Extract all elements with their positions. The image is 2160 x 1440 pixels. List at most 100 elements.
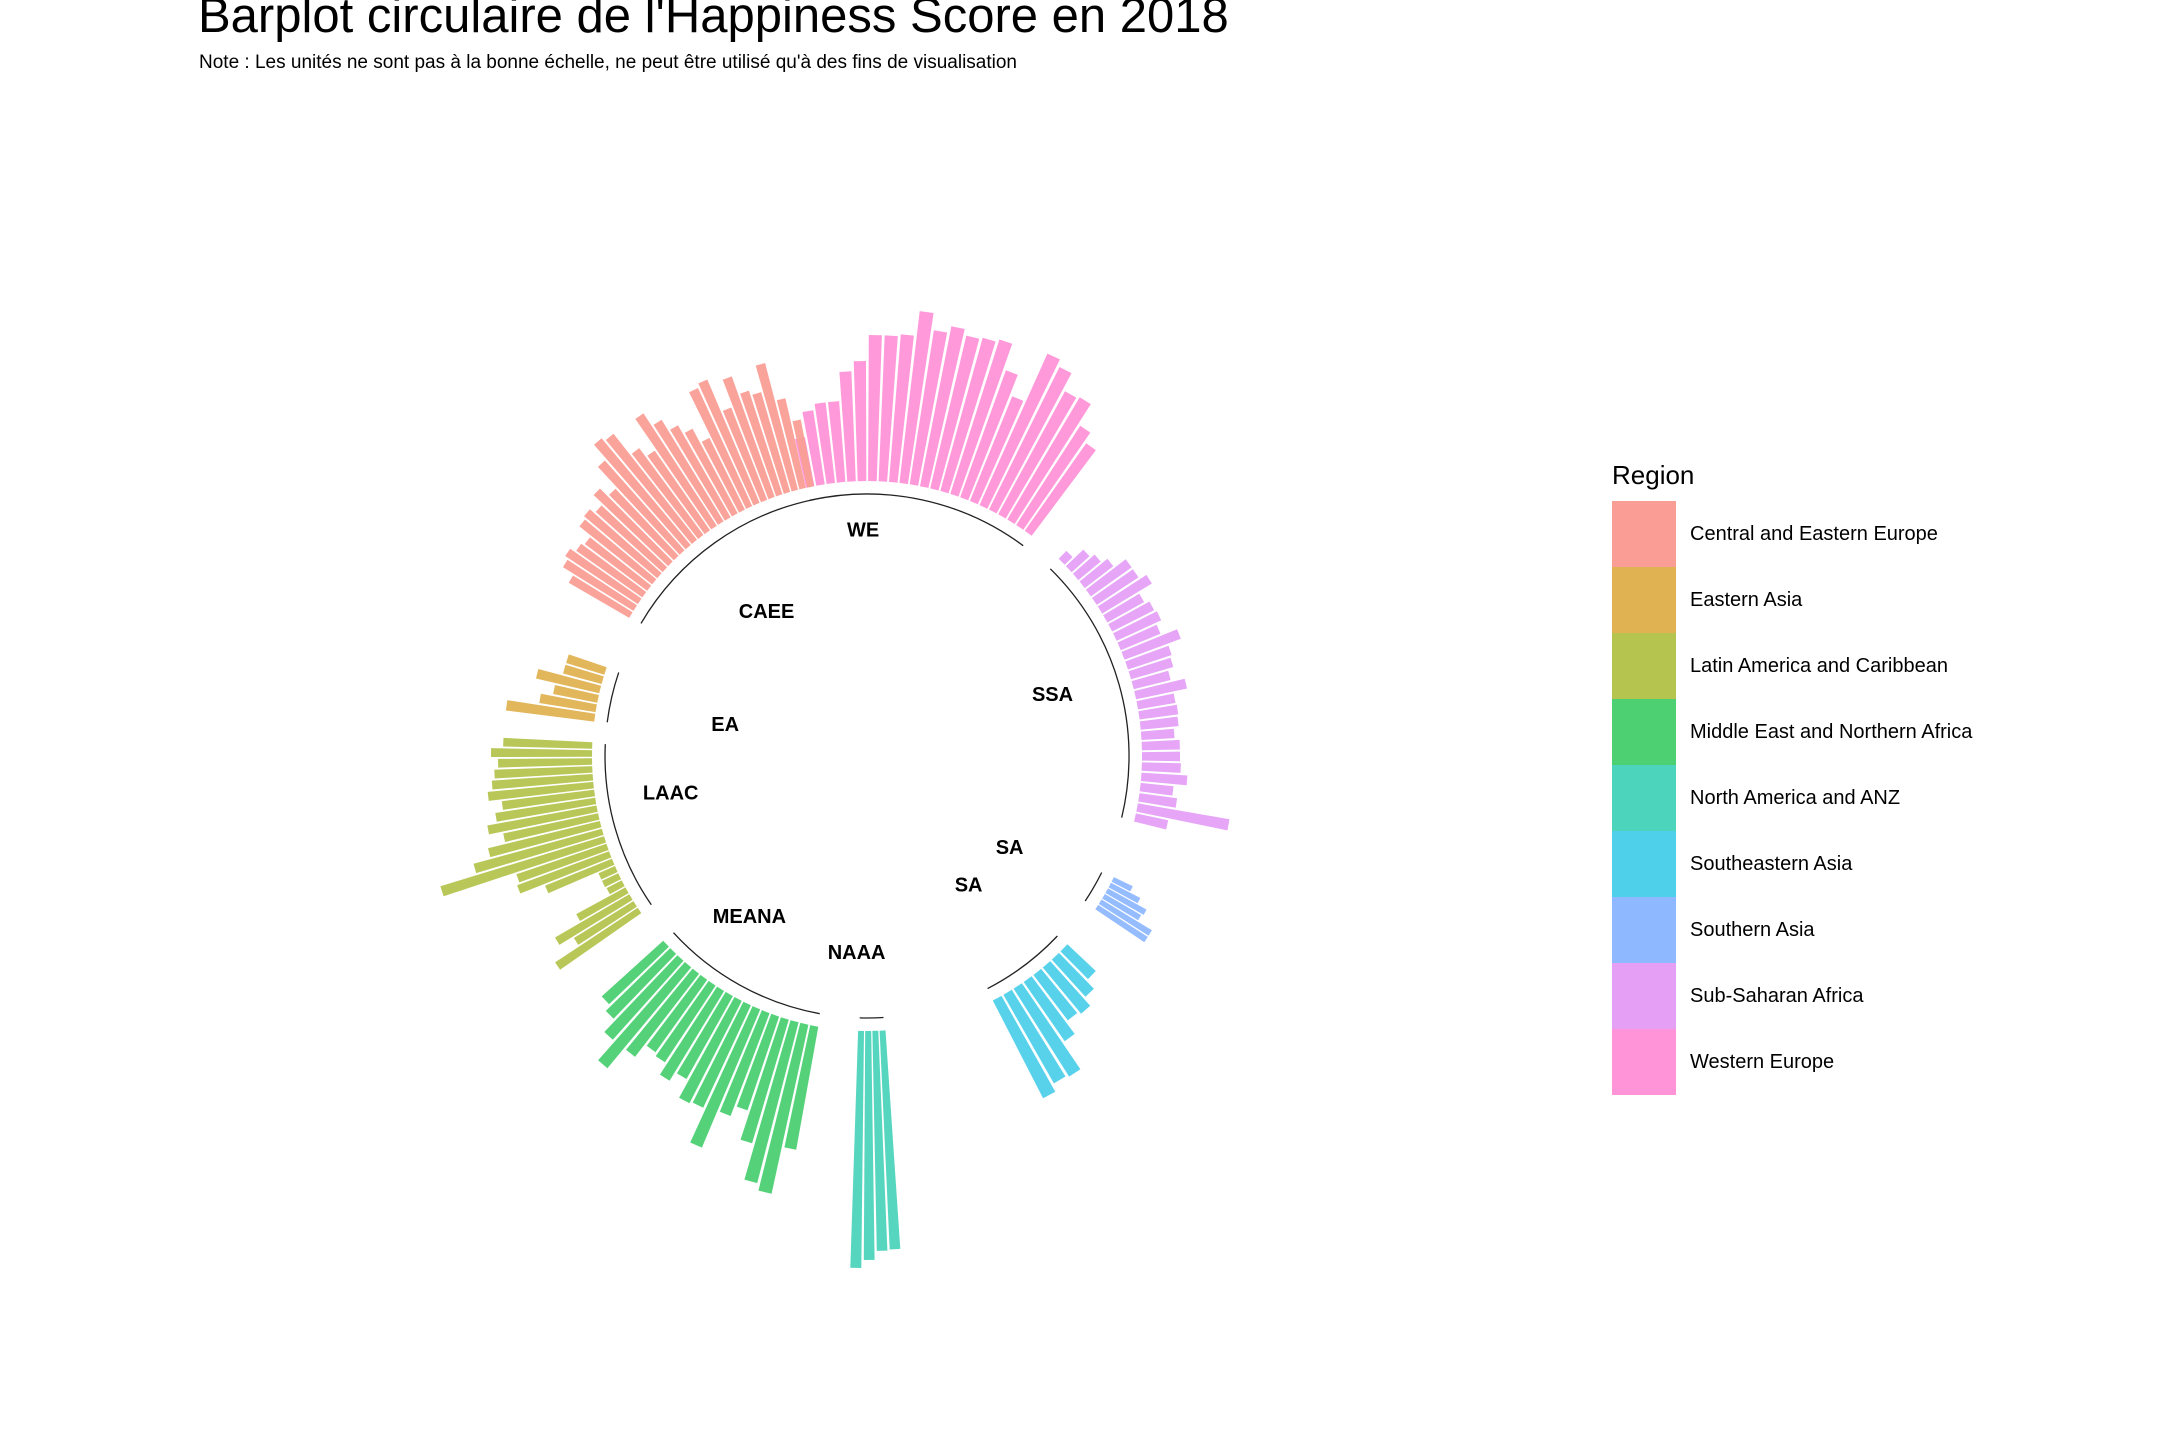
legend-swatch — [1612, 1029, 1676, 1095]
bar-laac-11 — [440, 836, 606, 897]
bar-meana-17 — [605, 948, 677, 1019]
bar-caee-5 — [584, 537, 652, 591]
bar-ssa-3 — [1072, 554, 1101, 581]
bar-laac-18 — [487, 781, 594, 801]
bar-we-6 — [853, 361, 867, 482]
bar-meana-13 — [646, 974, 708, 1053]
legend-label: Central and Eastern Europe — [1690, 522, 1938, 545]
bar-sa-1 — [1111, 877, 1133, 892]
bar-ssa-19 — [1139, 716, 1179, 730]
bar-ea-3 — [553, 685, 599, 703]
bar-we-9 — [889, 334, 914, 483]
bar-ea-6 — [566, 654, 607, 675]
chart-subtitle: Note : Les unités ne sont pas à la bonne… — [199, 52, 1017, 73]
bar-laac-5 — [606, 880, 625, 895]
bar-laac-13 — [488, 821, 602, 858]
legend-label: Latin America and Caribbean — [1690, 654, 1948, 677]
bar-meana-12 — [655, 980, 716, 1063]
bar-ea-4 — [536, 669, 602, 694]
bar-meana-14 — [626, 968, 700, 1057]
group-arc-naaa — [859, 1016, 884, 1019]
bar-caee-21 — [689, 388, 753, 509]
bar-ssa-15 — [1131, 670, 1171, 690]
legend-label: Sub-Saharan Africa — [1690, 984, 1864, 1007]
bars-layer — [440, 311, 1230, 1268]
bar-we-5 — [839, 371, 856, 482]
legend-swatch — [1612, 633, 1676, 699]
legend-label: Southeastern Asia — [1690, 852, 1853, 875]
bar-ssa-6 — [1092, 569, 1139, 605]
legend-label: Middle East and Northern Africa — [1690, 720, 1973, 743]
bar-sa-4 — [1033, 968, 1078, 1021]
bar-ssa-4 — [1079, 558, 1114, 589]
group-label-meana: MEANA — [713, 906, 786, 928]
bar-meana-4 — [740, 1017, 789, 1144]
bar-caee-15 — [647, 450, 710, 535]
bar-caee-26 — [752, 392, 791, 494]
legend-item: Latin America and Caribbean — [1612, 633, 1972, 699]
legend-items: Central and Eastern Europe Eastern Asia La… — [1612, 501, 1972, 1095]
bar-sa-1 — [1060, 944, 1096, 980]
bar-sa-5 — [1023, 976, 1075, 1042]
legend-item: Sub-Saharan Africa — [1612, 963, 1972, 1029]
bar-laac-10 — [516, 843, 609, 883]
legend-swatch — [1612, 897, 1676, 963]
bar-laac-22 — [491, 748, 593, 757]
bar-sa-5 — [1098, 899, 1152, 936]
bar-caee-8 — [595, 505, 668, 573]
circular-barplot: WE SSA SA SA NAAA MEANA LAAC EA CAEE — [440, 311, 1230, 1268]
bar-laac-21 — [498, 758, 593, 768]
bar-laac-20 — [494, 766, 593, 779]
bar-meana-16 — [604, 955, 684, 1040]
bar-caee-24 — [722, 376, 775, 500]
bar-ssa-7 — [1097, 574, 1152, 614]
group-arc-caee — [640, 498, 816, 624]
bar-we-19 — [989, 367, 1072, 514]
chart-title: Barplot circulaire de l'Happiness Score … — [198, 0, 1229, 43]
bar-ssa-26 — [1138, 793, 1178, 808]
bar-we-8 — [878, 335, 898, 482]
bar-caee-17 — [653, 419, 724, 525]
bar-sa-3 — [1105, 888, 1147, 915]
bar-naaa-3 — [863, 1031, 875, 1260]
bar-caee-16 — [635, 413, 717, 530]
group-label-caee: CAEE — [739, 601, 795, 623]
bar-we-16 — [960, 370, 1018, 501]
legend-item: Central and Eastern Europe — [1612, 501, 1972, 567]
bar-we-15 — [950, 339, 1013, 497]
legend-item: Eastern Asia — [1612, 567, 1972, 633]
bar-ssa-13 — [1125, 645, 1172, 670]
bar-ssa-12 — [1121, 629, 1181, 660]
bar-we-13 — [930, 335, 980, 491]
legend-swatch — [1612, 699, 1676, 765]
group-label-ssa: SSA — [1032, 684, 1073, 706]
legend-label: Southern Asia — [1690, 918, 1815, 941]
legend-item: North America and ANZ — [1612, 765, 1972, 831]
bar-caee-29 — [792, 419, 814, 488]
bar-ssa-20 — [1140, 728, 1175, 740]
bar-naaa-1 — [879, 1030, 901, 1250]
group-arc-ea — [606, 672, 620, 723]
bar-sa-2 — [1108, 882, 1141, 904]
bar-sa-6 — [1013, 983, 1081, 1077]
bar-caee-2 — [562, 559, 637, 611]
bar-caee-11 — [597, 460, 685, 555]
bar-laac-23 — [503, 737, 593, 749]
bar-ssa-25 — [1139, 782, 1174, 796]
bar-we-23 — [1024, 443, 1096, 536]
bar-caee-1 — [568, 575, 633, 618]
bar-sa-8 — [992, 995, 1056, 1099]
bar-we-22 — [1016, 425, 1091, 530]
bar-we-4 — [828, 401, 846, 483]
bar-laac-3 — [555, 894, 633, 945]
bar-caee-4 — [576, 543, 647, 598]
bar-caee-13 — [605, 433, 697, 544]
group-arc-meana — [673, 932, 820, 1015]
bar-ssa-18 — [1138, 704, 1179, 720]
bar-caee-6 — [579, 519, 657, 585]
bar-ssa-11 — [1117, 624, 1161, 651]
bar-meana-5 — [736, 1013, 780, 1111]
group-label-we: WE — [847, 519, 879, 541]
bar-caee-22 — [698, 379, 760, 506]
bar-we-14 — [940, 337, 996, 494]
